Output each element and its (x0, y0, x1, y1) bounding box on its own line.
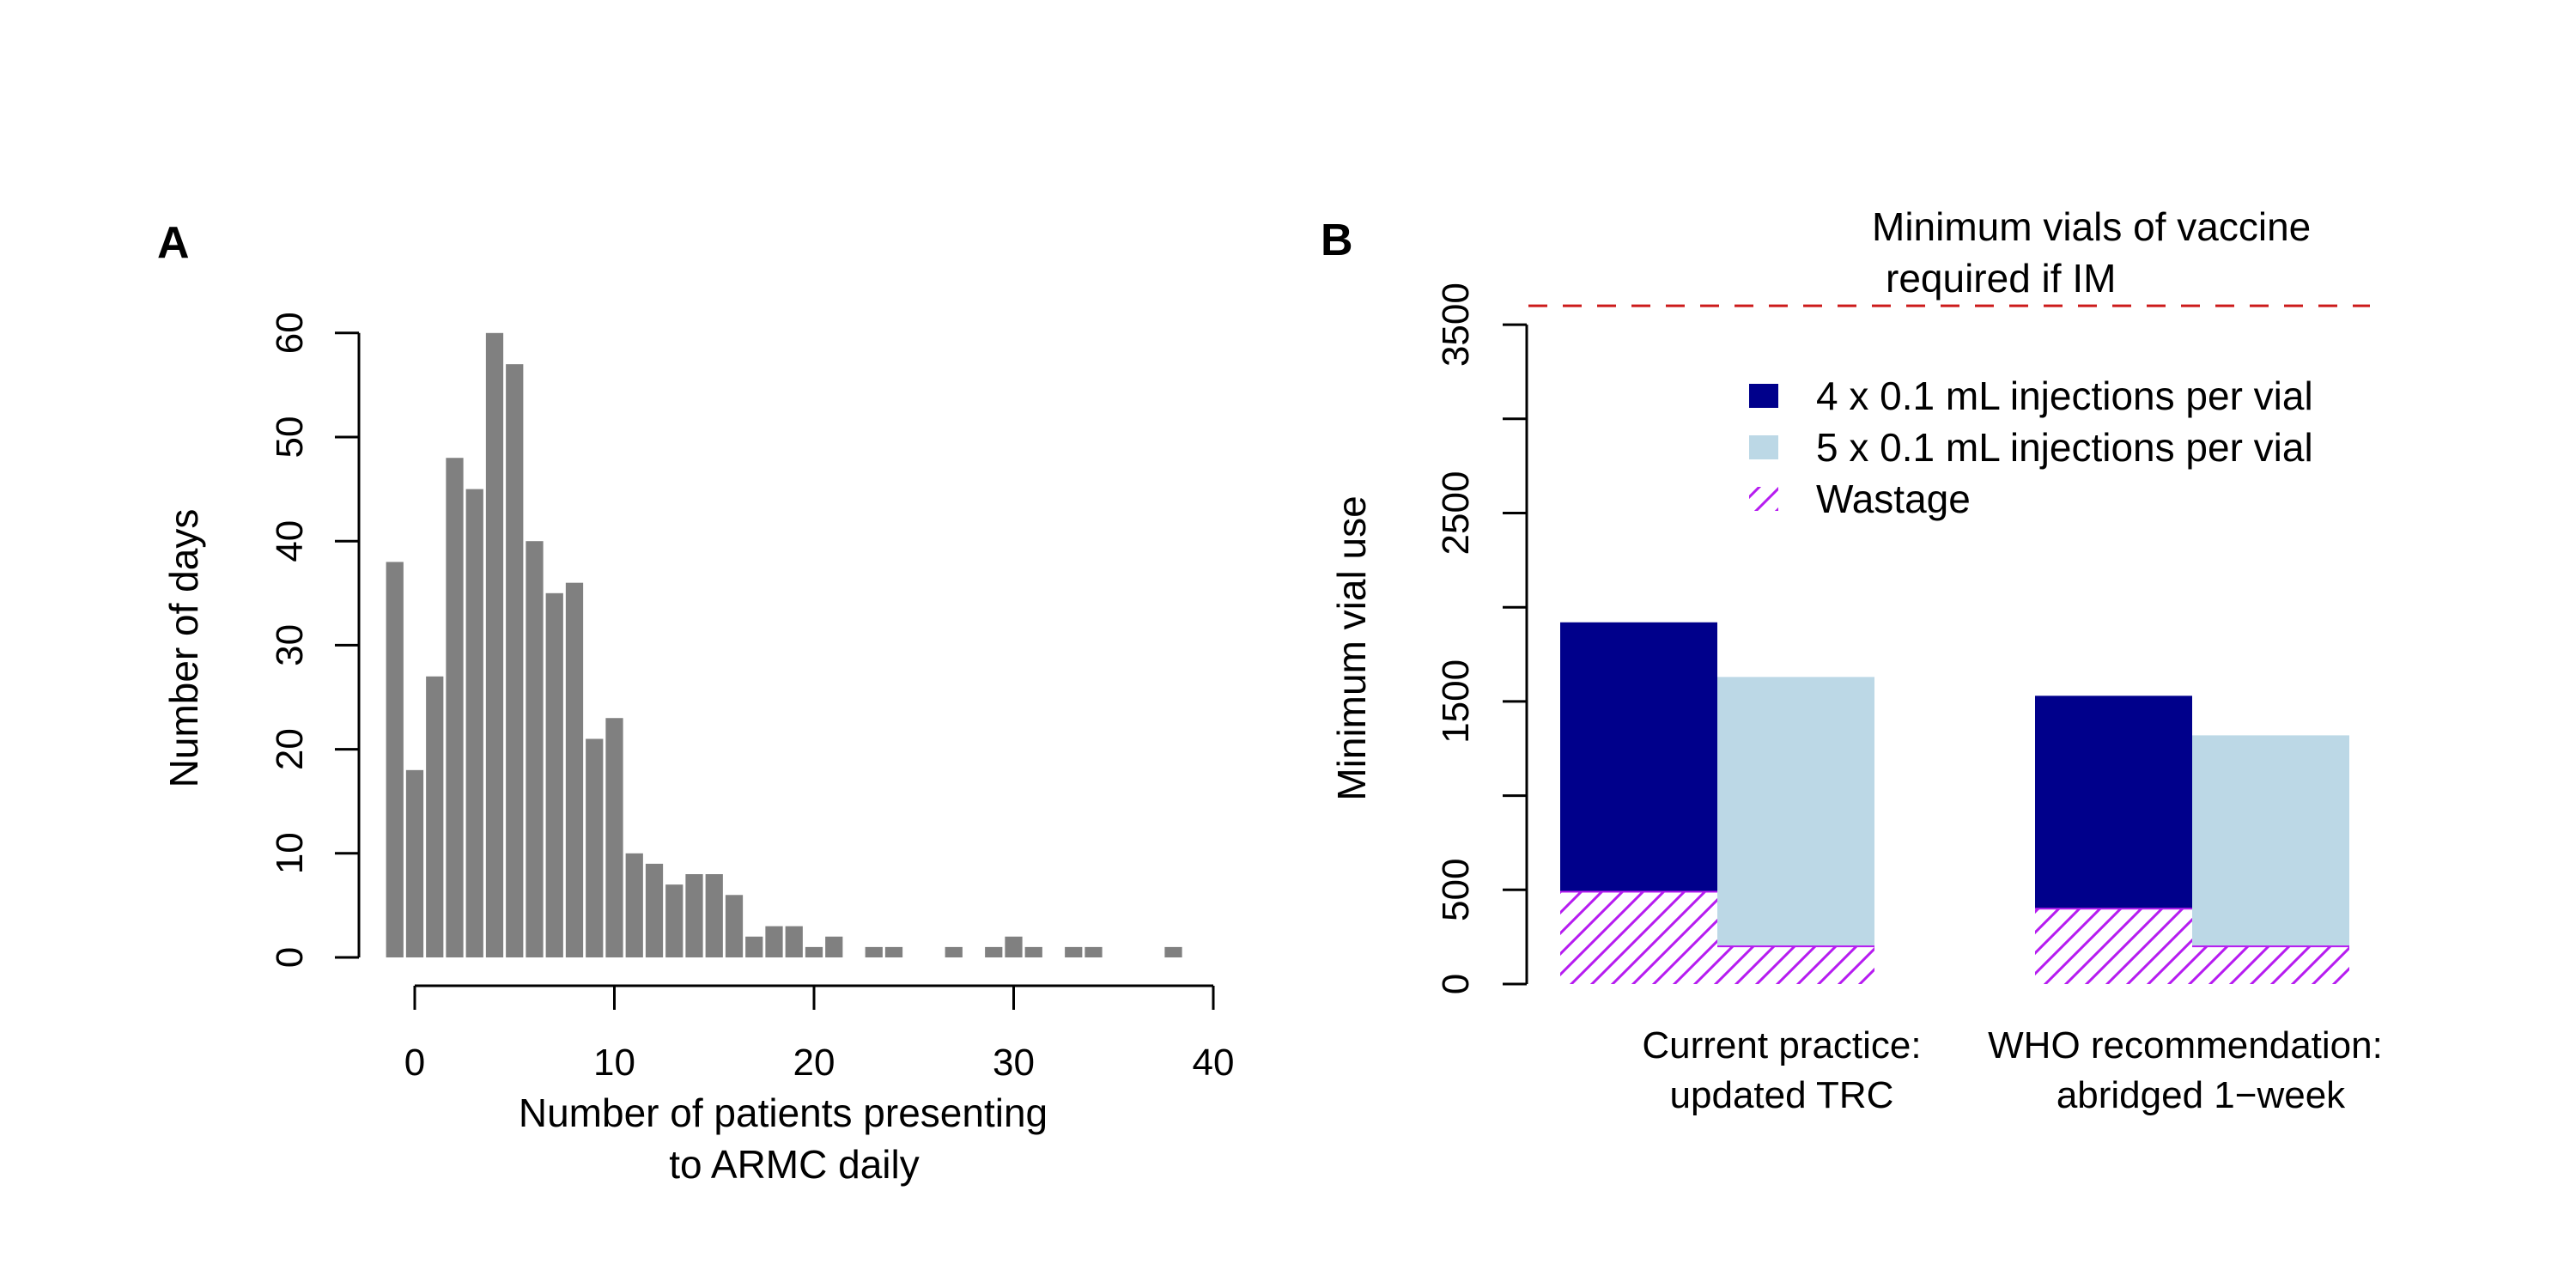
histogram-bar (685, 874, 703, 957)
panel-a-bars (386, 332, 1182, 957)
legend: 4 x 0.1 mL injections per vial 5 x 0.1 m… (1749, 374, 2313, 521)
histogram-bar (565, 582, 584, 957)
histogram-bar (805, 946, 823, 957)
histogram-bar (1024, 946, 1042, 957)
histogram-bar (825, 936, 843, 957)
panel-b-label: B (1321, 216, 1353, 265)
panel-b-y-tick-label: 500 (1435, 859, 1477, 921)
legend-swatch-series-1 (1749, 384, 1778, 408)
panel-a-y-axis: 0 10 20 30 40 50 60 (269, 312, 361, 968)
histogram-bar (665, 884, 683, 957)
panel-a-x-tick-label: 40 (1193, 1042, 1235, 1084)
panel-b-y-axis-label: Minimum vial use (1329, 495, 1374, 800)
histogram-bar (1084, 946, 1103, 957)
histogram-bar (1005, 936, 1023, 957)
legend-swatch-series-2 (1749, 435, 1778, 459)
histogram-bar (545, 592, 563, 957)
panel-a-y-tick-label: 10 (269, 832, 311, 874)
panel-b-y-axis: 0 500 1500 2500 3500 (1435, 283, 1528, 994)
histogram-bar (705, 874, 723, 957)
histogram-bar (725, 895, 744, 957)
histogram-bar (506, 364, 524, 957)
panel-a-y-tick-label: 40 (269, 520, 311, 562)
histogram-bar (426, 676, 444, 957)
histogram-bar (485, 332, 504, 957)
legend-label-series-1: 4 x 0.1 mL injections per vial (1816, 374, 2313, 418)
panel-a-y-tick-label: 0 (269, 947, 311, 968)
wastage-bar (2035, 908, 2192, 984)
panel-a-x-axis-label-line-1: Number of patients presenting (519, 1091, 1048, 1135)
category-label-1-line-1: Current practice: (1642, 1024, 1921, 1066)
histogram-bar (386, 562, 404, 957)
category-label-2-line-1: WHO recommendation: (1988, 1024, 2383, 1066)
panel-b-y-tick-label: 1500 (1435, 659, 1477, 744)
vial-use-bar (1717, 677, 1874, 984)
histogram-bar (865, 946, 883, 957)
panel-a-histogram: A 0 10 20 30 40 50 60 0 10 20 30 40 Number of days… (157, 218, 1234, 1187)
panel-a-x-axis-label-line-2: to ARMC daily (669, 1142, 919, 1187)
histogram-bar (765, 926, 783, 957)
histogram-bar (884, 946, 903, 957)
histogram-bar (465, 489, 483, 957)
histogram-bar (785, 926, 803, 957)
histogram-bar (605, 718, 623, 957)
panel-a-y-tick-label: 50 (269, 416, 311, 459)
panel-b-bars (1560, 622, 2349, 984)
panel-a-label: A (157, 218, 190, 268)
panel-b-vial-use: B 0 500 1500 2500 3500 Minimum vials of vacc… (1321, 204, 2383, 1116)
histogram-bar (446, 458, 464, 957)
histogram-bar (1065, 946, 1083, 957)
histogram-bar (1164, 946, 1182, 957)
panel-a-x-axis: 0 10 20 30 40 (404, 984, 1235, 1084)
panel-b-y-tick-label: 3500 (1435, 283, 1477, 367)
histogram-bar (985, 946, 1003, 957)
panel-b-y-tick-label: 0 (1435, 974, 1477, 994)
wastage-bar (2192, 946, 2349, 984)
panel-b-y-tick-label: 2500 (1435, 471, 1477, 556)
panel-a-y-tick-label: 30 (269, 624, 311, 666)
histogram-bar (586, 738, 604, 957)
category-label-1-line-2: updated TRC (1670, 1074, 1894, 1116)
wastage-bar (1560, 891, 1717, 984)
reference-line-label-line-1: Minimum vials of vaccine (1872, 204, 2311, 249)
wastage-bar (1717, 946, 1874, 984)
reference-line-label-line-2: required if IM (1886, 256, 2116, 301)
panel-a-y-tick-label: 20 (269, 728, 311, 770)
legend-label-wastage: Wastage (1816, 477, 1971, 521)
histogram-bar (945, 946, 963, 957)
panel-a-y-axis-label: Number of days (161, 509, 206, 788)
panel-a-y-tick-label: 60 (269, 312, 311, 354)
panel-a-x-tick-label: 0 (404, 1042, 425, 1084)
legend-label-series-2: 5 x 0.1 mL injections per vial (1816, 425, 2313, 470)
category-label-2-line-2: abridged 1−week (2057, 1074, 2346, 1116)
histogram-bar (745, 936, 763, 957)
histogram-bar (526, 541, 544, 957)
panel-a-x-tick-label: 10 (593, 1042, 635, 1084)
panel-a-x-tick-label: 30 (993, 1042, 1035, 1084)
panel-a-x-tick-label: 20 (793, 1042, 835, 1084)
vial-use-bar (2192, 735, 2349, 984)
legend-swatch-wastage (1749, 487, 1778, 511)
histogram-bar (405, 769, 424, 957)
histogram-bar (625, 853, 643, 957)
histogram-bar (645, 863, 664, 957)
